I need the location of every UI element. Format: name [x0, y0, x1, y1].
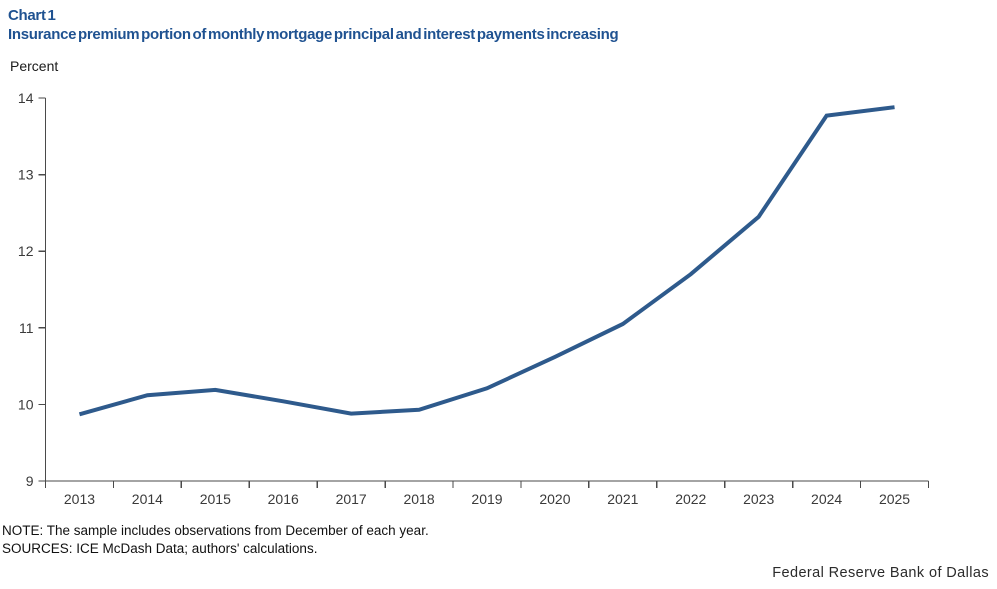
svg-text:2021: 2021	[607, 491, 638, 507]
svg-text:14: 14	[18, 90, 34, 106]
svg-text:2014: 2014	[132, 491, 163, 507]
svg-text:2018: 2018	[403, 491, 434, 507]
chart-header: Chart 1 Insurance premium portion of mon…	[8, 6, 619, 44]
svg-text:2022: 2022	[675, 491, 706, 507]
svg-text:11: 11	[19, 320, 34, 336]
branding-text: Federal Reserve Bank of Dallas	[772, 565, 989, 581]
svg-text:2024: 2024	[811, 491, 842, 507]
svg-text:12: 12	[18, 243, 34, 259]
svg-text:2025: 2025	[879, 491, 910, 507]
svg-text:2013: 2013	[64, 491, 95, 507]
svg-text:2020: 2020	[539, 491, 570, 507]
svg-text:2017: 2017	[336, 491, 367, 507]
svg-text:2015: 2015	[200, 491, 231, 507]
svg-text:9: 9	[26, 473, 34, 489]
chart-footnotes: NOTE: The sample includes observations f…	[2, 522, 429, 558]
svg-text:2023: 2023	[743, 491, 774, 507]
note-line: NOTE: The sample includes observations f…	[2, 523, 429, 538]
chart-title: Insurance premium portion of monthly mor…	[8, 26, 619, 43]
chart-number: Chart 1	[8, 7, 56, 24]
svg-text:13: 13	[18, 167, 34, 183]
svg-text:10: 10	[18, 396, 34, 412]
svg-text:2016: 2016	[268, 491, 299, 507]
sources-line: SOURCES: ICE McDash Data; authors' calcu…	[2, 541, 318, 556]
svg-text:2019: 2019	[471, 491, 502, 507]
y-axis-unit-label: Percent	[10, 58, 59, 74]
